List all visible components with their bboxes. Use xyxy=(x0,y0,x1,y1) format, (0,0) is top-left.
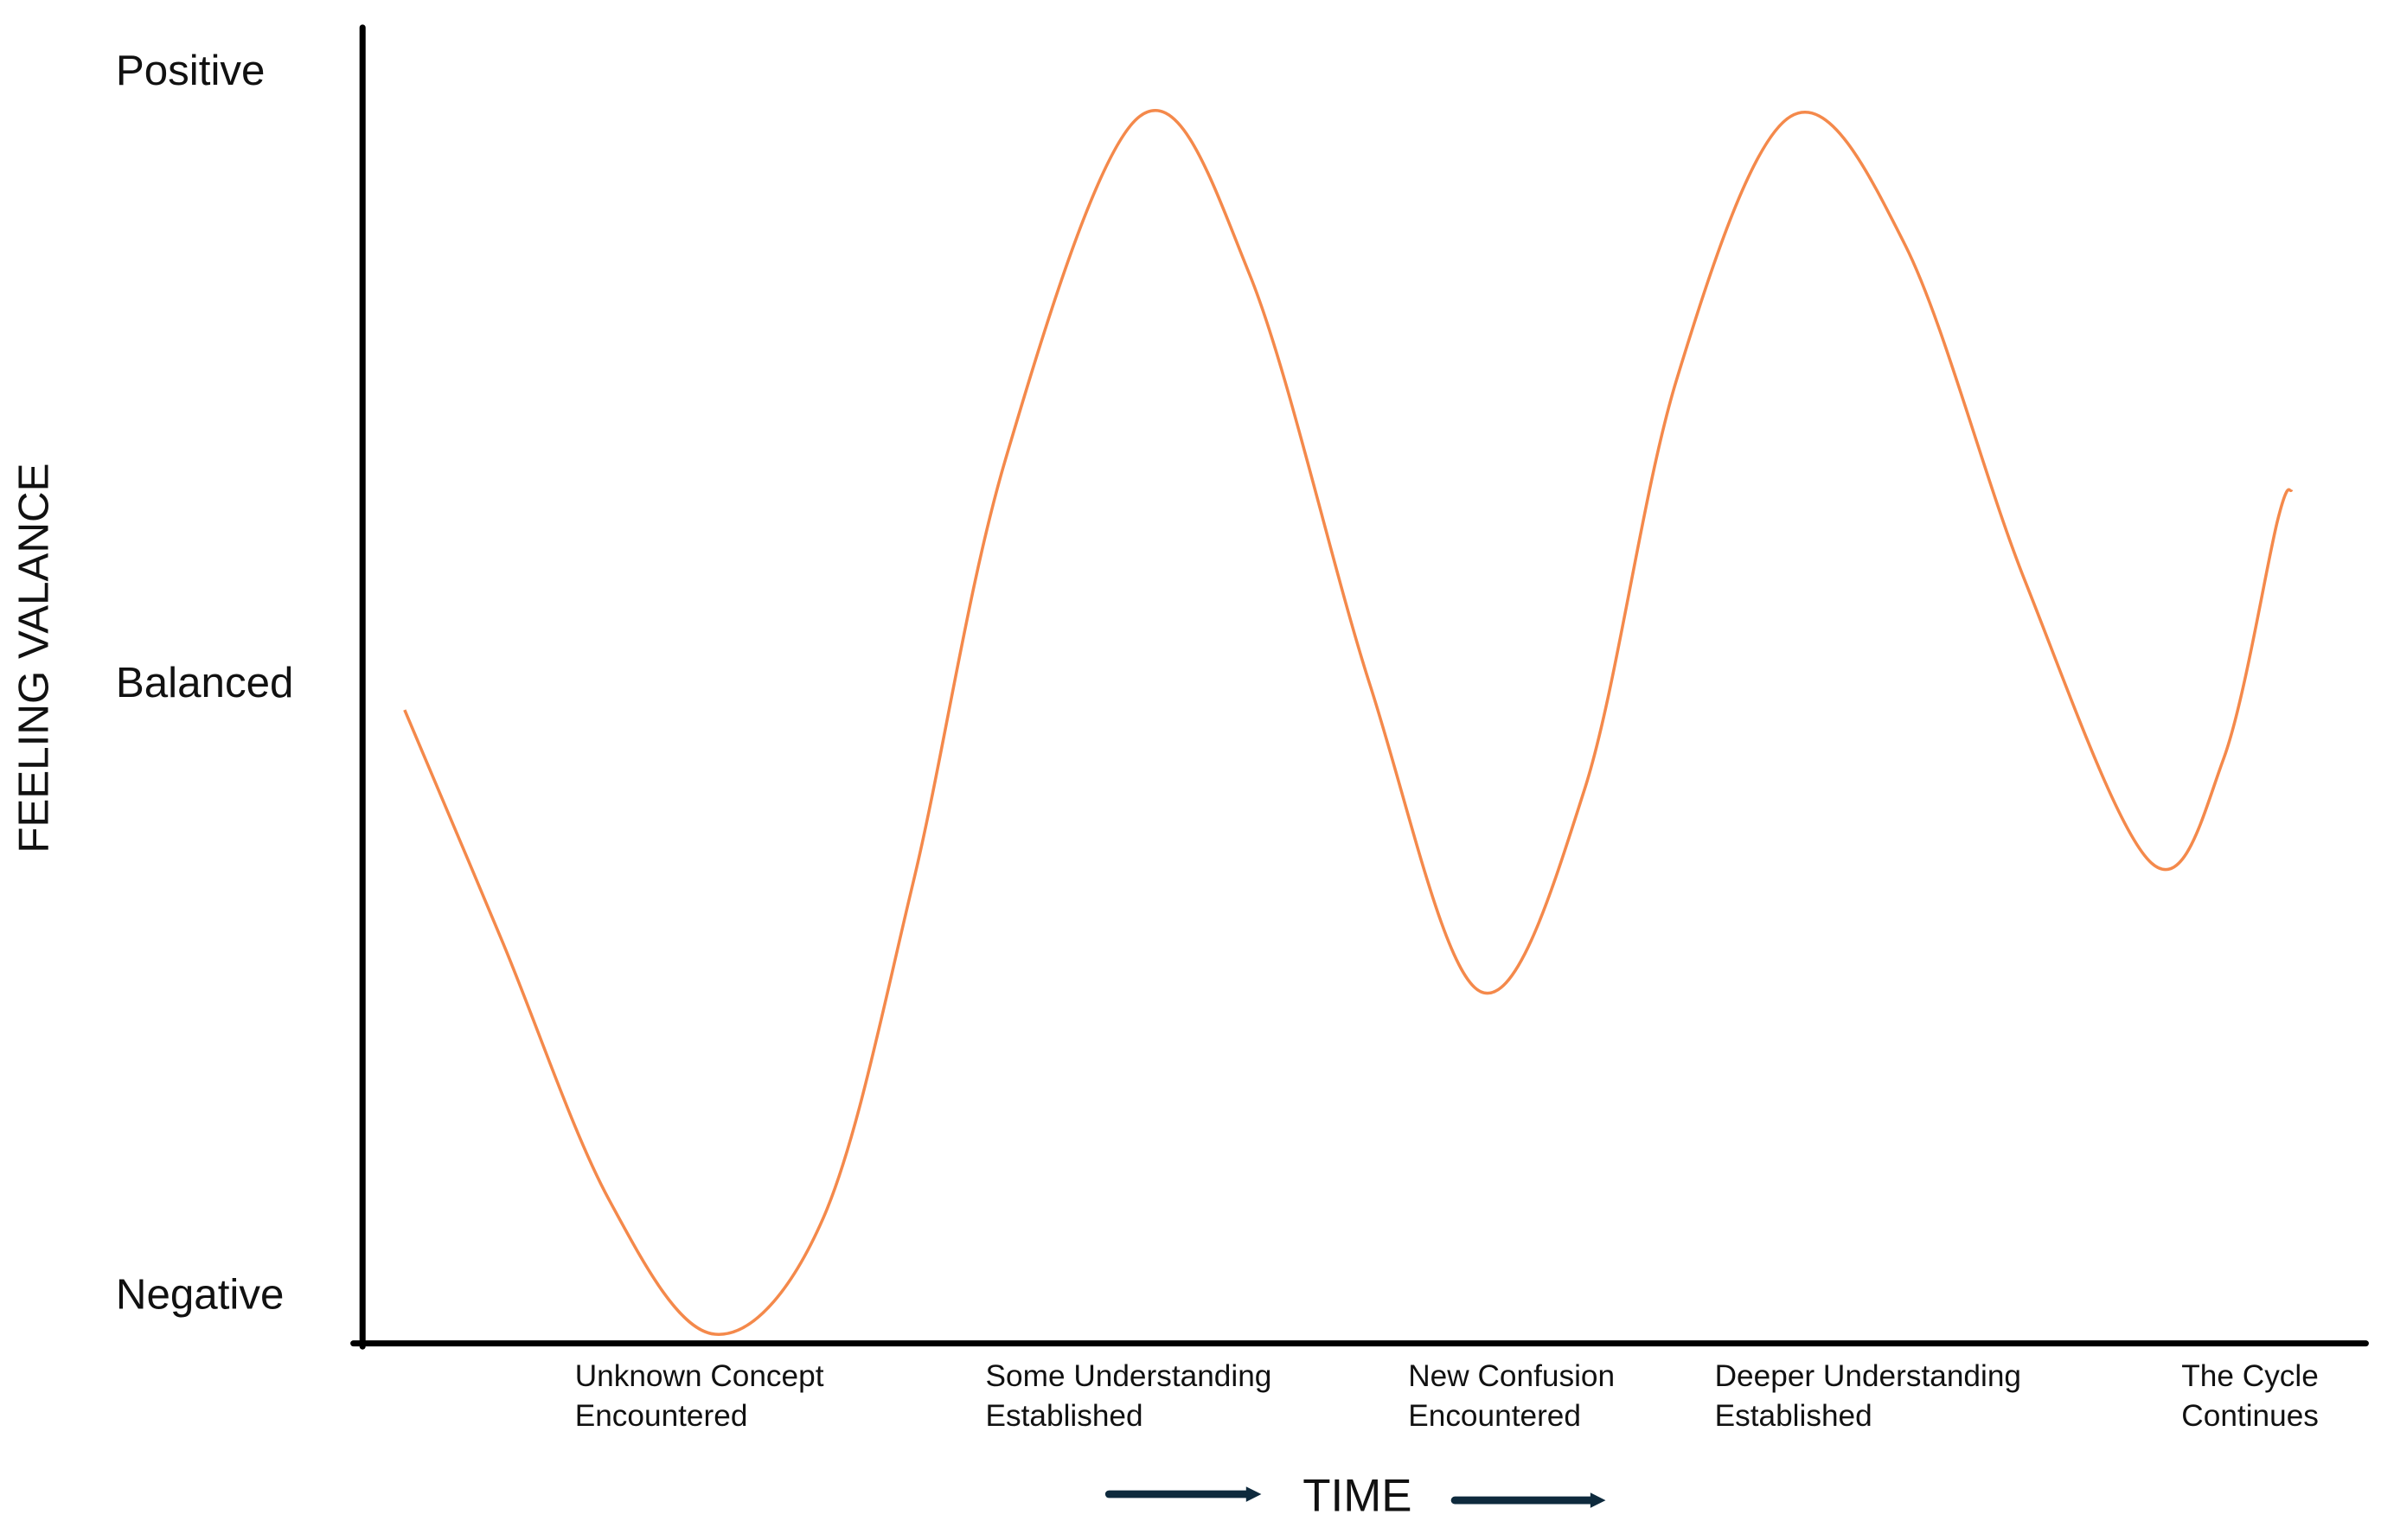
x-tick-label: New Confusion Encountered xyxy=(1408,1359,1615,1433)
time-arrow-left xyxy=(1104,1486,1262,1502)
time-arrow-right xyxy=(1450,1492,1606,1508)
x-tick-label: Unknown Concept Encountered xyxy=(575,1359,824,1433)
y-tick-label: Positive xyxy=(116,47,266,94)
y-tick-label: Negative xyxy=(116,1271,285,1319)
x-axis-title: TIME xyxy=(1303,1470,1411,1521)
x-tick-label: The Cycle Continues xyxy=(2181,1359,2319,1433)
y-tick-label: Balanced xyxy=(116,659,294,706)
feeling-curve xyxy=(403,109,2294,1336)
y-axis-title: FEELING VALANCE xyxy=(10,463,57,853)
x-tick-label: Deeper Understanding Established xyxy=(1715,1359,2021,1433)
x-tick-label: Some Understanding Established xyxy=(986,1359,1272,1433)
